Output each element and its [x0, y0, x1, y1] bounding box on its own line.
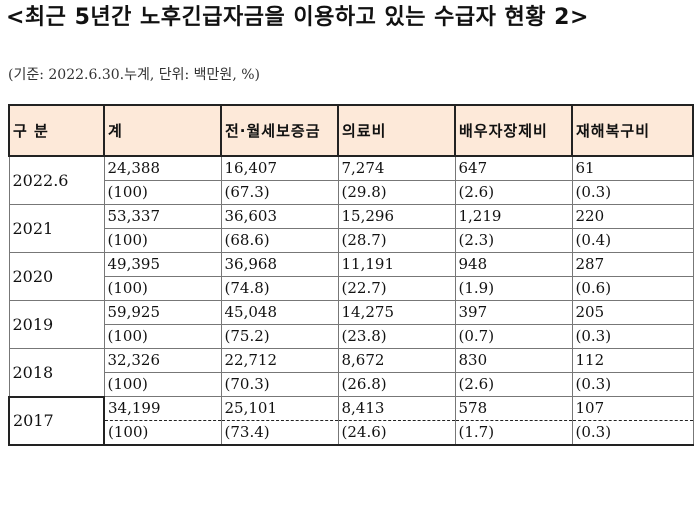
- year-cell: 2021: [8, 204, 105, 253]
- header-deposit: 전·월세보증금: [220, 104, 339, 157]
- amount-cell: 25,101: [220, 396, 339, 421]
- table-row-share: (100) (67.3) (29.8) (2.6) (0.3): [9, 180, 694, 205]
- amount-cell: 32,326: [103, 348, 222, 373]
- table-row: 2021 53,337 36,603 15,296 1,219 220: [8, 204, 694, 253]
- table-row-share: (100) (74.8) (22.7) (1.9) (0.6): [9, 276, 694, 301]
- page-title: <최근 5년간 노후긴급자금을 이용하고 있는 수급자 현황 2>: [6, 5, 589, 30]
- year-cell: 2018: [8, 348, 105, 397]
- amount-cell: 14,275: [337, 300, 456, 325]
- table-body: 2022.6 24,388 16,407 7,274 647 61 (100) (67.3)(…: [8, 155, 694, 446]
- year-cell: 2022.6: [8, 155, 105, 205]
- amount-cell: 8,672: [337, 348, 456, 373]
- share-cell: (24.6): [337, 420, 456, 446]
- amount-cell: 45,048: [220, 300, 339, 325]
- share-cell: (73.4): [220, 420, 339, 446]
- table-row-share: (100) (68.6) (28.7) (2.3) (0.4): [9, 228, 694, 253]
- share-cell: (23.8): [337, 324, 456, 349]
- header-spouse-funeral: 배우자장제비: [454, 104, 573, 157]
- header-medical: 의료비: [337, 104, 456, 157]
- amount-cell: 948: [454, 252, 573, 277]
- header-category: 구 분: [8, 104, 105, 157]
- share-cell: (70.3): [220, 372, 339, 397]
- table-row: 2020 49,395 36,968 11,191 948 287: [8, 252, 694, 301]
- amount-cell: 59,925: [103, 300, 222, 325]
- table-row-share: (100) (70.3) (26.8) (2.6) (0.3): [9, 372, 694, 397]
- data-table: 구 분 계 전·월세보증금 의료비 배우자장제비 재해복구비 2022.6 24,…: [8, 104, 694, 446]
- amount-cell: 220: [571, 204, 694, 229]
- table-row: 2022.6 24,388 16,407 7,274 647 61: [8, 155, 694, 205]
- table-row: 2018 32,326 22,712 8,672 830 112: [8, 348, 694, 397]
- year-cell: 2017: [8, 395, 105, 446]
- amount-cell: 36,968: [220, 252, 339, 277]
- amount-cell: 61: [571, 155, 694, 181]
- share-cell: (100): [103, 276, 222, 301]
- share-cell: (22.7): [337, 276, 456, 301]
- share-cell: (74.8): [220, 276, 339, 301]
- amount-cell: 49,395: [103, 252, 222, 277]
- amount-cell: 8,413: [337, 396, 456, 421]
- share-cell: (100): [103, 324, 222, 349]
- amount-cell: 53,337: [103, 204, 222, 229]
- share-cell: (0.3): [571, 180, 694, 205]
- share-cell: (75.2): [220, 324, 339, 349]
- amount-cell: 830: [454, 348, 573, 373]
- amount-cell: 15,296: [337, 204, 456, 229]
- amount-cell: 287: [571, 252, 694, 277]
- header-total: 계: [103, 104, 222, 157]
- share-cell: (68.6): [220, 228, 339, 253]
- share-cell: (2.3): [454, 228, 573, 253]
- share-cell: (0.4): [571, 228, 694, 253]
- amount-cell: 24,388: [103, 155, 222, 181]
- share-cell: (2.6): [454, 180, 573, 205]
- share-cell: (100): [103, 180, 222, 205]
- year-cell: 2019: [8, 300, 105, 349]
- share-cell: (0.3): [571, 420, 694, 446]
- share-cell: (2.6): [454, 372, 573, 397]
- amount-cell: 205: [571, 300, 694, 325]
- share-cell: (26.8): [337, 372, 456, 397]
- amount-cell: 112: [571, 348, 694, 373]
- share-cell: (67.3): [220, 180, 339, 205]
- table-row-share: (100) (75.2) (23.8) (0.7) (0.3): [9, 324, 694, 349]
- amount-cell: 647: [454, 155, 573, 181]
- share-cell: (100): [103, 228, 222, 253]
- amount-cell: 7,274: [337, 155, 456, 181]
- share-cell: (100): [103, 372, 222, 397]
- share-cell: (0.3): [571, 324, 694, 349]
- header-disaster-recovery: 재해복구비: [571, 104, 694, 157]
- amount-cell: 34,199: [103, 396, 222, 421]
- share-cell: (0.3): [571, 372, 694, 397]
- amount-cell: 1,219: [454, 204, 573, 229]
- table-row: 2017 34,199 25,101 8,413 578 107: [8, 395, 694, 446]
- table-row: 2019 59,925 45,048 14,275 397 205: [8, 300, 694, 349]
- share-cell: (0.7): [454, 324, 573, 349]
- table-header-row: 구 분 계 전·월세보증금 의료비 배우자장제비 재해복구비: [8, 104, 694, 157]
- share-cell: (0.6): [571, 276, 694, 301]
- share-cell: (1.9): [454, 276, 573, 301]
- amount-cell: 397: [454, 300, 573, 325]
- share-cell: (100): [103, 420, 222, 446]
- share-cell: (28.7): [337, 228, 456, 253]
- year-cell: 2020: [8, 252, 105, 301]
- amount-cell: 11,191: [337, 252, 456, 277]
- amount-cell: 578: [454, 396, 573, 421]
- share-cell: (1.7): [454, 420, 573, 446]
- amount-cell: 36,603: [220, 204, 339, 229]
- table-caption: (기준: 2022.6.30.누계, 단위: 백만원, %): [8, 67, 260, 83]
- table-row-share: (100) (73.4) (24.6) (1.7) (0.3): [9, 420, 694, 446]
- amount-cell: 16,407: [220, 155, 339, 181]
- amount-cell: 22,712: [220, 348, 339, 373]
- amount-cell: 107: [571, 396, 694, 421]
- share-cell: (29.8): [337, 180, 456, 205]
